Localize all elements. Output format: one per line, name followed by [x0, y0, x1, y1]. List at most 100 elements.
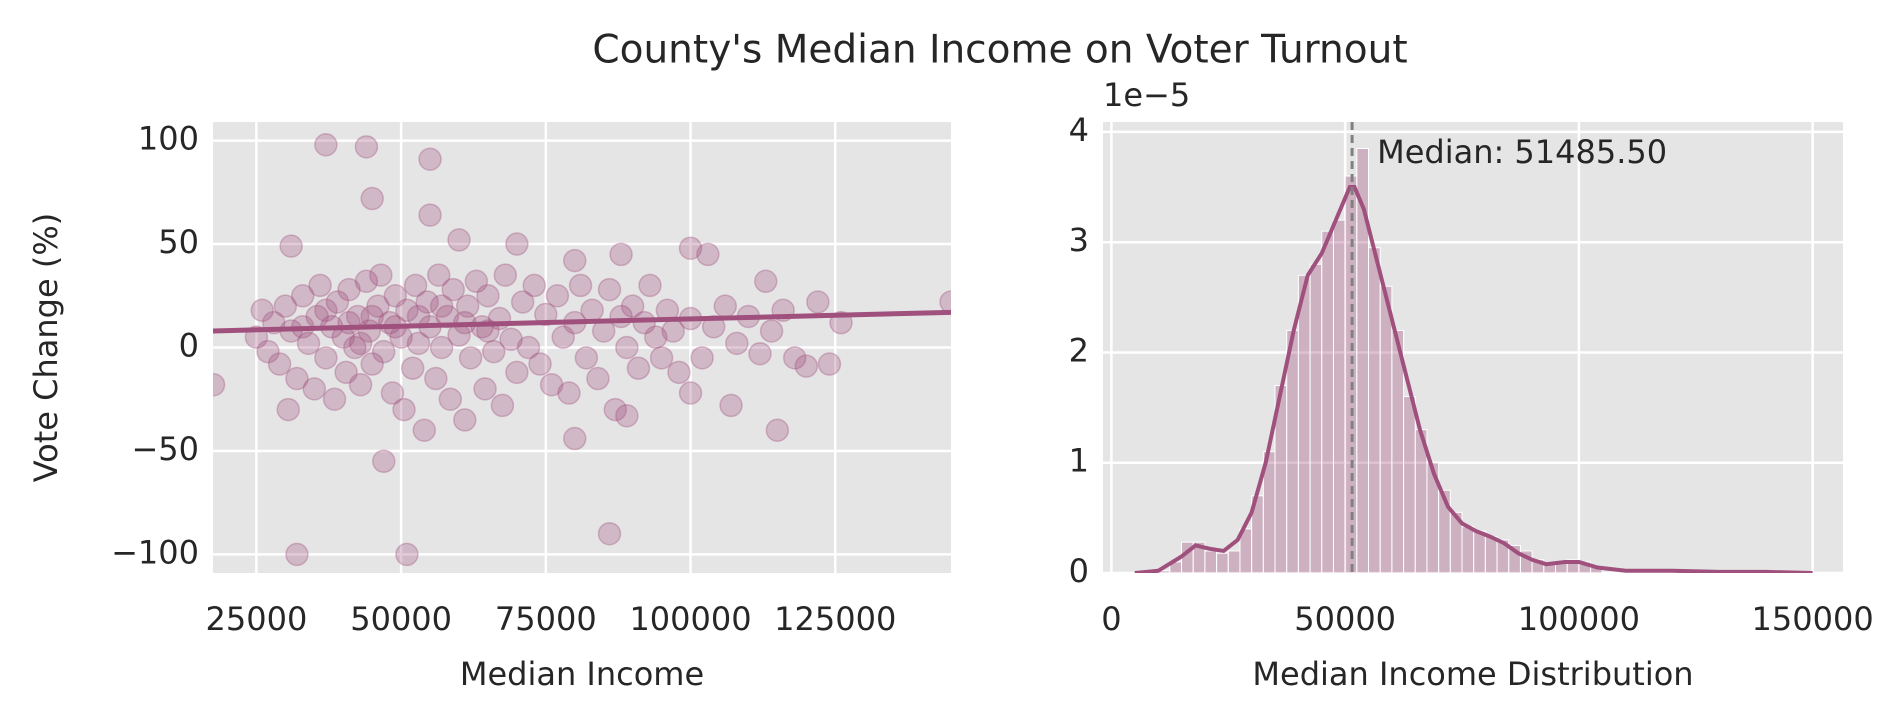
histogram-bar [1204, 550, 1218, 573]
scatter-point [626, 356, 651, 380]
scatter-point [455, 294, 480, 318]
scatter-point [213, 372, 226, 397]
histogram-bar [1297, 274, 1311, 573]
scatter-point [290, 284, 315, 308]
scatter-point [273, 294, 298, 318]
scatter-point [447, 228, 471, 252]
x-tick-label: 0 [1101, 600, 1121, 638]
y-tick-label: 50 [158, 223, 199, 261]
x-tick-label: 25000 [206, 600, 308, 638]
scatter-point [395, 542, 419, 567]
x-tick-label: 50000 [1294, 600, 1396, 638]
scatter-point [516, 335, 541, 360]
x-tick-label: 125000 [774, 600, 896, 638]
x-tick-label: 150000 [1752, 600, 1874, 638]
scatter-point [395, 298, 419, 323]
scatter-point [302, 377, 327, 401]
histogram-bar [1332, 219, 1346, 573]
scatter-point [314, 346, 338, 370]
scatter-point [418, 147, 442, 171]
histogram-bar [1321, 230, 1334, 573]
scatter-point [348, 372, 373, 397]
scatter-point [458, 346, 483, 370]
scatter-point [337, 277, 361, 302]
scatter-point [719, 393, 743, 418]
figure-title: County's Median Income on Voter Turnout [592, 28, 1407, 73]
scatter-point [563, 426, 587, 451]
scatter-point [369, 263, 393, 287]
histogram-bar [1403, 396, 1416, 573]
histogram-bar [1484, 536, 1498, 573]
y-tick-label: −50 [131, 430, 199, 468]
scatter-point [817, 352, 842, 376]
scatter-point [609, 242, 633, 267]
trend-line [213, 309, 951, 334]
plot-area [213, 133, 951, 567]
scatter-point [476, 284, 500, 308]
y-tick-label: 2 [1069, 331, 1089, 369]
scatter-point [615, 335, 639, 360]
scatter-point [314, 133, 338, 157]
annotation: Median: 51485.50 [1377, 133, 1667, 171]
scatter-point [418, 203, 442, 227]
scatter-point [360, 352, 384, 376]
scatter-point [424, 366, 448, 391]
plot-background [1103, 122, 1843, 573]
y-axis-label: Vote Change (%) [27, 213, 65, 482]
scatter-point [499, 327, 523, 351]
x-axis-label: Median Income Distribution [1252, 655, 1693, 693]
x-axis-label: Median Income [460, 655, 704, 693]
scatter-point [505, 360, 529, 385]
scatter-point [383, 284, 408, 308]
y-tick-label: 3 [1069, 221, 1089, 259]
scatter-point [429, 335, 454, 360]
y-tick-label: −100 [111, 533, 199, 571]
scatter-point [563, 248, 587, 273]
scatter-point [678, 236, 703, 260]
scatter-point [522, 273, 546, 298]
scatter-point [528, 352, 552, 376]
scatter-point [267, 352, 292, 376]
scatter-point [372, 449, 396, 474]
scatter-point [678, 381, 703, 405]
y-tick-label: 4 [1069, 111, 1089, 149]
scatter-point [285, 542, 309, 567]
scatter-point [412, 418, 437, 443]
scatter-point [334, 360, 358, 385]
scatter-point [782, 346, 807, 370]
x-tick-label: 75000 [495, 600, 597, 638]
scatter-point [322, 387, 347, 411]
scatter-point [337, 310, 361, 335]
scatter-point [534, 302, 558, 327]
scatter-point [343, 335, 367, 360]
scatter-point [568, 273, 593, 298]
scatter-point [392, 397, 416, 422]
scatter-point [354, 269, 379, 294]
scatter-point [360, 186, 384, 211]
scatter-point [667, 360, 691, 385]
scatter-point [250, 298, 274, 323]
scatter-point [276, 397, 300, 422]
scatter-point [464, 269, 489, 294]
scatter-point [701, 315, 726, 339]
scatter-point [415, 290, 439, 314]
x-tick-label: 50000 [350, 600, 452, 638]
scatter-point [360, 304, 384, 329]
scatter-point [615, 404, 639, 428]
scatter-point [348, 331, 373, 356]
scatter-point [354, 135, 379, 159]
scatter-point [748, 341, 772, 366]
axes: 0 50000 100000 150000 0 1 2 3 4 Median Income Dis… [1069, 76, 1874, 693]
histogram-bar [1461, 526, 1475, 573]
scatter-point [441, 277, 465, 302]
scatter-point [620, 294, 645, 318]
scatter-point [603, 397, 628, 422]
y-tick-label: 100 [138, 120, 199, 158]
scatter-point [285, 366, 309, 391]
histogram-bar [1309, 263, 1323, 573]
scatter-point [510, 290, 535, 314]
scatter-point [403, 273, 428, 298]
axes: 25000 50000 75000 100000 125000 −100 −50 0 50 100… [27, 120, 951, 693]
scatter-point [256, 339, 280, 364]
